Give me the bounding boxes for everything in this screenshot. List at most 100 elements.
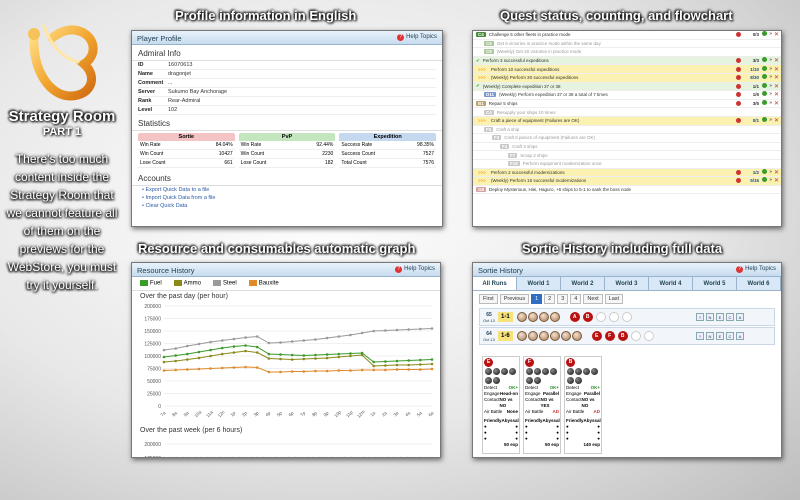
tab-world-3[interactable]: World 3: [605, 277, 649, 290]
skip-icon: »: [769, 57, 772, 64]
decrement-button[interactable]: [736, 58, 741, 64]
tab-world-2[interactable]: World 2: [561, 277, 605, 290]
sortie-run-row[interactable]: 65 Oct 13 1-1 A B? N E C A: [479, 308, 775, 326]
quest-row[interactable]: >>> Perform 10 successful expeditions 1/10…: [473, 65, 781, 74]
battle-card[interactable]: E Detect OK+ Engage Head-on Contact NO vs NO Ai…: [482, 356, 520, 454]
decrement-button[interactable]: [736, 178, 741, 184]
mini-button[interactable]: E: [716, 313, 724, 321]
mini-button[interactable]: A: [736, 313, 744, 321]
data-point: [360, 368, 364, 371]
help-topics-link[interactable]: ? Help Topics: [395, 266, 435, 273]
battle-engage: Engage Parallel: [525, 391, 559, 397]
remove-icon[interactable]: ✕: [773, 178, 779, 185]
mini-button[interactable]: ?: [696, 313, 704, 321]
quest-row[interactable]: ✔ Perform 3 successful expeditions 3/3» ✕: [473, 56, 781, 66]
increment-button[interactable]: [762, 74, 768, 80]
quest-row[interactable]: >>> Craft a piece of equipment (Failures …: [473, 116, 781, 126]
increment-button[interactable]: [762, 168, 768, 174]
pager-2[interactable]: 2: [544, 294, 556, 304]
increment-button[interactable]: [762, 65, 768, 71]
stats-key: Lose Count: [140, 160, 166, 166]
quest-row[interactable]: C5 Get 5 victories in practice mode withi…: [473, 40, 781, 49]
legend-item[interactable]: Bauxite: [248, 280, 279, 287]
quest-row[interactable]: ✔ (Weekly) Complete expedition 37 or 38 1/…: [473, 82, 781, 92]
pager-1[interactable]: 1: [531, 294, 543, 304]
increment-button[interactable]: [762, 82, 768, 88]
info-value: dragonjet: [168, 71, 191, 77]
quest-row[interactable]: F7 Scrap 2 ships: [473, 151, 781, 160]
increment-button[interactable]: [762, 117, 768, 123]
tab-world-5[interactable]: World 5: [693, 277, 737, 290]
increment-button[interactable]: [762, 57, 768, 63]
account-link[interactable]: • Export Quick Data to a file: [142, 187, 210, 193]
tab-world-4[interactable]: World 4: [649, 277, 693, 290]
friendly-label: Friendly: [566, 418, 584, 423]
pager-next[interactable]: Next: [583, 294, 603, 304]
quest-row[interactable]: >>> (Weekly) Perform 30 successful expedi…: [473, 73, 781, 83]
quest-row[interactable]: F16 Perform equipment modernization once: [473, 160, 781, 169]
data-point: [302, 353, 306, 357]
sortie-run-row[interactable]: 64 Oct 13 1-6 E F B? N E C A: [479, 327, 775, 345]
quest-row[interactable]: >>> (Weekly) Perform 15 successful modern…: [473, 177, 781, 186]
increment-button[interactable]: [762, 91, 768, 97]
remove-icon[interactable]: ✕: [773, 169, 779, 176]
decrement-button[interactable]: [736, 101, 741, 107]
quest-row[interactable]: C8 (Weekly) Get 20 victories in practice …: [473, 48, 781, 57]
decrement-button[interactable]: [736, 169, 741, 175]
pager-first[interactable]: First: [479, 294, 498, 304]
decrement-button[interactable]: [736, 32, 741, 38]
remove-icon[interactable]: ✕: [773, 83, 779, 90]
remove-icon[interactable]: ✕: [773, 32, 779, 39]
pager-previous[interactable]: Previous: [499, 294, 530, 304]
remove-icon[interactable]: ✕: [773, 118, 779, 125]
increment-button[interactable]: [762, 31, 768, 37]
data-point: [318, 456, 321, 457]
pager-last[interactable]: Last: [604, 294, 624, 304]
account-link[interactable]: • Import Quick Data from a file: [142, 195, 216, 201]
decrement-button[interactable]: [736, 92, 741, 98]
quest-row[interactable]: F4 Craft 3 ships: [473, 143, 781, 152]
quest-row[interactable]: B1 Repair 5 ships 3/5» ✕: [473, 100, 781, 109]
legend-item[interactable]: Steel: [213, 280, 237, 287]
tab-world-1[interactable]: World 1: [517, 277, 561, 290]
battle-card[interactable]: B Detect OK+ Engage Parallel Contact NO vs NO A…: [564, 356, 602, 454]
remove-icon[interactable]: ✕: [773, 92, 779, 99]
decrement-button[interactable]: [736, 66, 741, 72]
increment-button[interactable]: [762, 100, 768, 106]
quest-row[interactable]: D11 (Weekly) Perform expedition 37 or 38 …: [473, 91, 781, 100]
decrement-button[interactable]: [736, 75, 741, 81]
tab-world-6[interactable]: World 6: [737, 277, 781, 290]
account-link[interactable]: • Clear Quick Data: [142, 203, 188, 209]
pager-4[interactable]: 4: [570, 294, 582, 304]
data-point: [349, 368, 352, 372]
remove-icon[interactable]: ✕: [773, 101, 779, 108]
decrement-button[interactable]: [736, 83, 741, 89]
quest-row[interactable]: F5 Craft a ship: [473, 126, 781, 135]
data-point: [169, 456, 172, 457]
tab-all-runs[interactable]: All Runs: [473, 277, 517, 290]
quest-row[interactable]: G8 Deploy Mysterious, Hiei, Haguro, +6 sh…: [473, 186, 781, 195]
quest-row[interactable]: C4 Resupply your ships 10 times: [473, 108, 781, 117]
help-topics-link[interactable]: ? Help Topics: [397, 34, 437, 41]
legend-item[interactable]: Fuel: [140, 280, 162, 287]
mini-button[interactable]: C: [726, 332, 734, 340]
decrement-button[interactable]: [736, 118, 741, 124]
quest-row[interactable]: >>> Perform 2 successful modernizations 1/…: [473, 168, 781, 178]
remove-icon[interactable]: ✕: [773, 58, 779, 65]
data-point: [244, 365, 247, 368]
quest-row[interactable]: F3 Craft 6 pieces of equipment (Failures …: [473, 134, 781, 143]
mini-button[interactable]: ?: [696, 332, 704, 340]
battle-card[interactable]: F Detect OK+ Engage Parallel Contact NO vs YES…: [523, 356, 561, 454]
mini-button[interactable]: E: [716, 332, 724, 340]
remove-icon[interactable]: ✕: [773, 75, 779, 82]
mini-button[interactable]: N: [706, 332, 714, 340]
help-topics-link[interactable]: ? Help Topics: [736, 266, 776, 273]
quest-row[interactable]: C4 Challenge 5 other fleets in practice m…: [473, 31, 781, 40]
mini-button[interactable]: N: [706, 313, 714, 321]
remove-icon[interactable]: ✕: [773, 66, 779, 73]
legend-item[interactable]: Ammo: [173, 280, 201, 287]
mini-button[interactable]: C: [726, 313, 734, 321]
pager-3[interactable]: 3: [557, 294, 569, 304]
increment-button[interactable]: [762, 177, 768, 183]
mini-button[interactable]: A: [736, 332, 744, 340]
